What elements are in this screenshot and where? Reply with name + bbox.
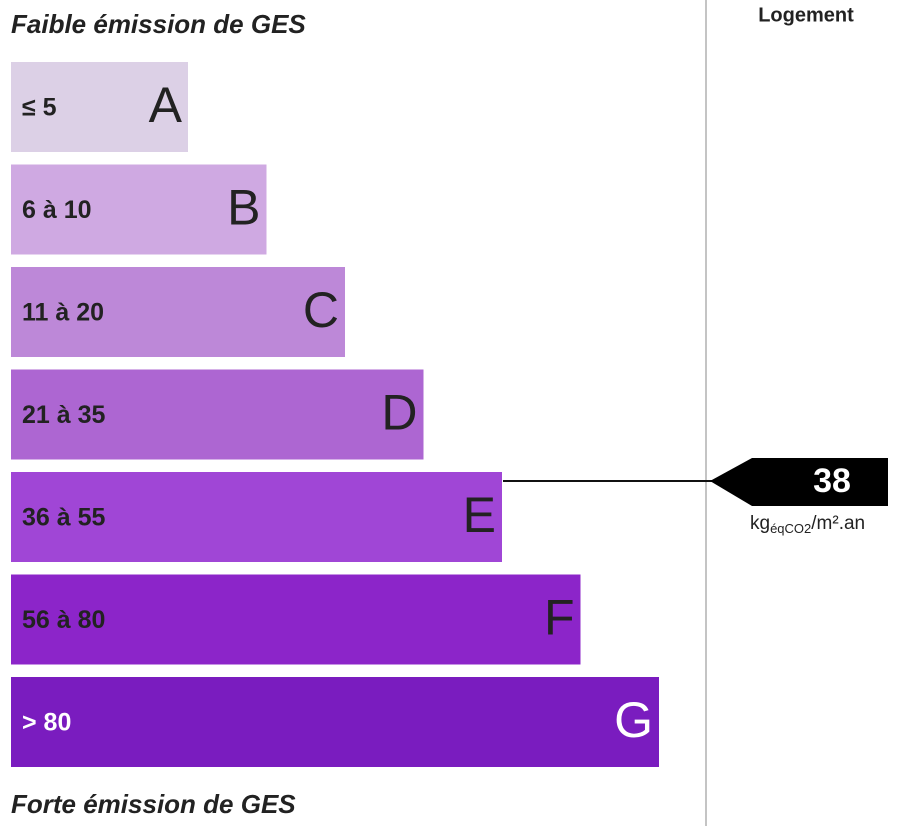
class-range: 6 à 10	[22, 196, 92, 224]
bottom-caption: Forte émission de GES	[11, 789, 296, 819]
class-range: 36 à 55	[22, 504, 106, 532]
class-range: > 80	[22, 709, 71, 737]
class-letter: C	[303, 282, 339, 338]
class-letter: B	[227, 180, 260, 236]
class-bar	[11, 369, 424, 460]
class-letter: G	[614, 692, 653, 748]
class-range: 56 à 80	[22, 606, 105, 634]
class-letter: F	[544, 590, 575, 646]
class-range: 11 à 20	[22, 299, 104, 327]
class-range: ≤ 5	[22, 94, 57, 122]
unit-tail: /m².an	[811, 513, 865, 534]
class-bar	[11, 472, 502, 562]
column-header: Logement	[758, 4, 854, 26]
class-letter: E	[463, 487, 496, 543]
top-caption: Faible émission de GES	[11, 9, 306, 39]
class-bar	[11, 677, 659, 767]
class-letter: D	[381, 385, 417, 441]
value-arrow	[710, 458, 888, 506]
class-letter: A	[149, 77, 183, 133]
value: 38	[813, 462, 851, 500]
class-bar	[11, 574, 581, 665]
class-bar	[11, 62, 188, 152]
class-bar	[11, 267, 345, 357]
unit-sub: éqCO2	[770, 521, 811, 536]
class-range: 21 à 35	[22, 401, 106, 429]
unit-main: kg	[750, 513, 770, 534]
unit: kgéqCO2/m².an	[750, 513, 865, 536]
class-bar	[11, 164, 267, 255]
